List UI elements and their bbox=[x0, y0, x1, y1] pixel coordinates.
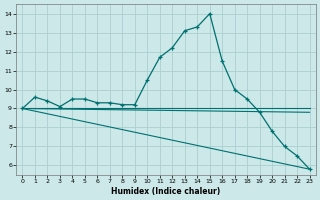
X-axis label: Humidex (Indice chaleur): Humidex (Indice chaleur) bbox=[111, 187, 221, 196]
